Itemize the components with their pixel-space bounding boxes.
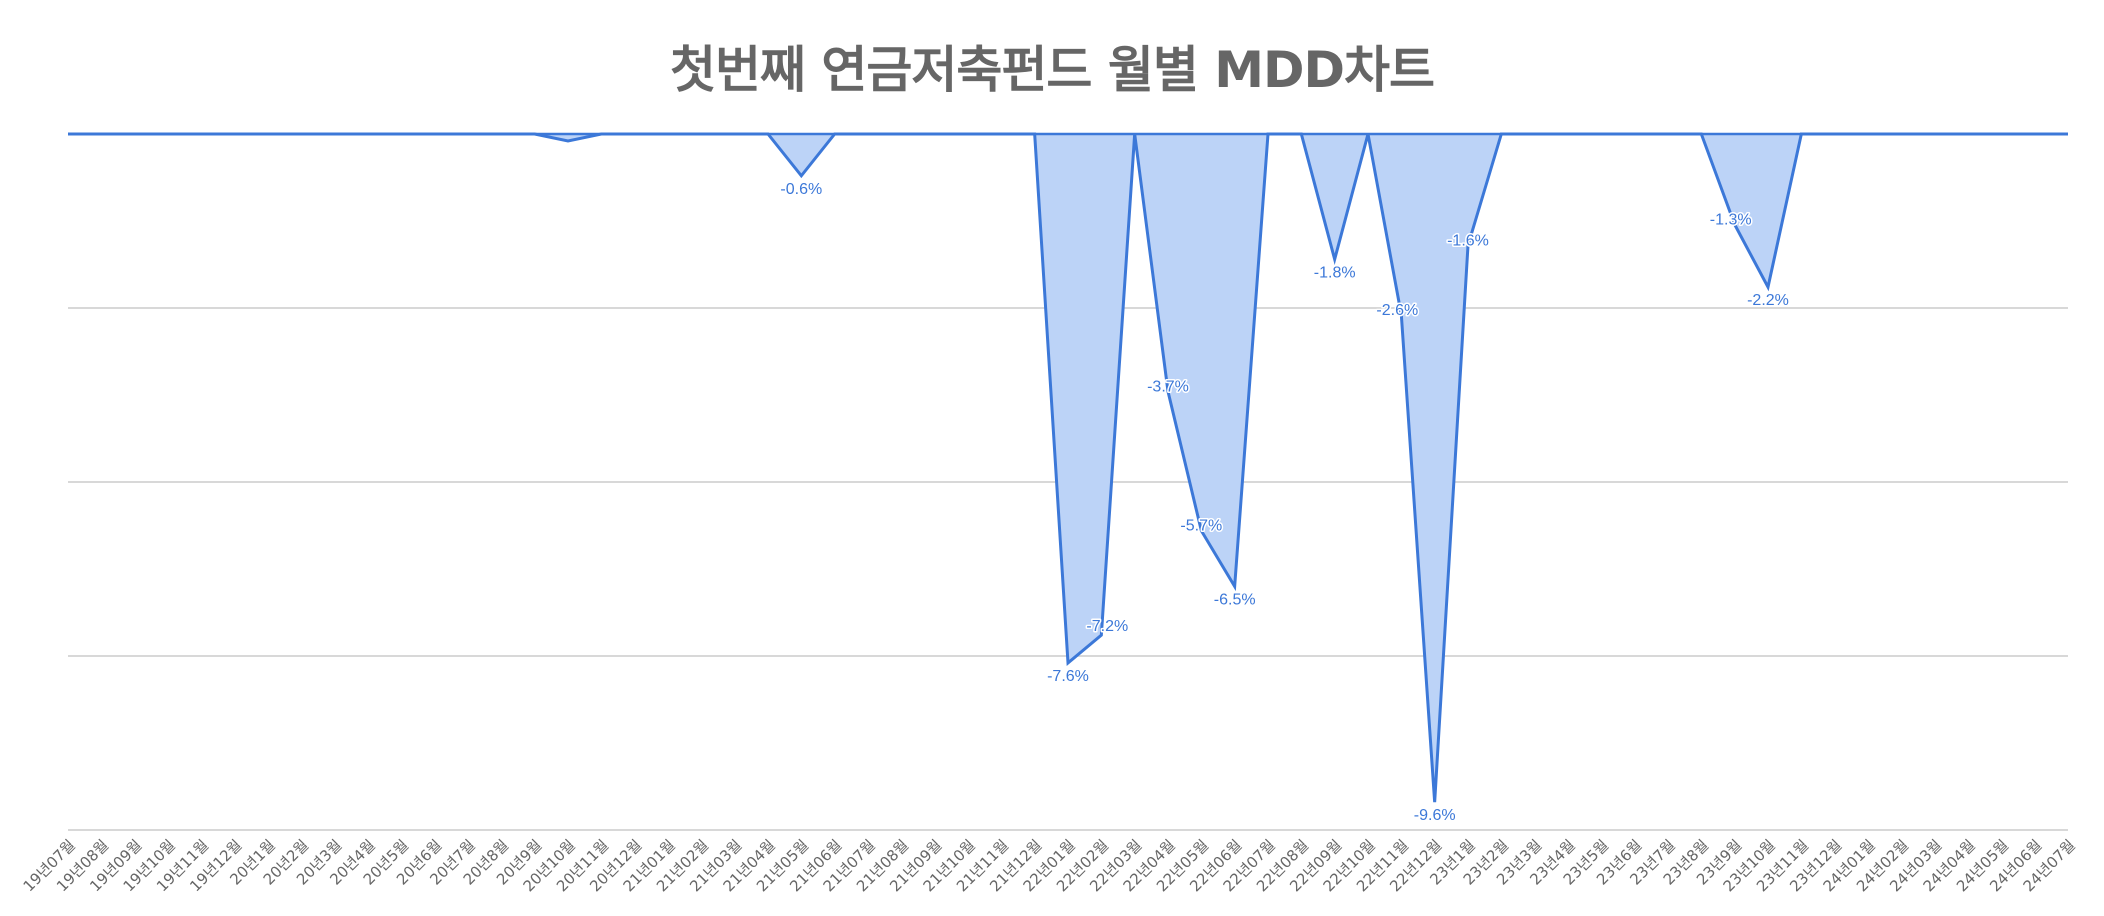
data-label: -6.5% bbox=[1214, 591, 1256, 608]
data-label: -1.3% bbox=[1710, 211, 1752, 228]
chart-title: 첫번째 연금저축펀드 월별 MDD차트 bbox=[670, 41, 1435, 99]
data-label: -7.2% bbox=[1086, 618, 1128, 635]
data-label: -1.6% bbox=[1447, 232, 1489, 249]
data-label: -0.6% bbox=[780, 181, 822, 198]
drawdown-line bbox=[68, 132, 2068, 803]
drawdown-area bbox=[68, 134, 2068, 803]
data-labels: -0.6% -7.6% -7.2% -3.7% -5.7% -6.5% -1.8% -2.6%… bbox=[779, 179, 1790, 825]
area-fill bbox=[68, 134, 2068, 803]
series-line bbox=[68, 132, 2068, 803]
data-label: -2.6% bbox=[1376, 302, 1418, 319]
data-label: -5.7% bbox=[1180, 518, 1222, 535]
data-label: -1.8% bbox=[1314, 264, 1356, 281]
data-label: -9.6% bbox=[1414, 807, 1456, 824]
x-axis-tick-labels: 19년07월19년08월19년09월19년10월19년11월19년12월20년1… bbox=[20, 836, 2079, 895]
data-label: -7.6% bbox=[1047, 668, 1089, 685]
data-label: -3.7% bbox=[1147, 379, 1189, 396]
data-label: -2.2% bbox=[1747, 292, 1789, 309]
